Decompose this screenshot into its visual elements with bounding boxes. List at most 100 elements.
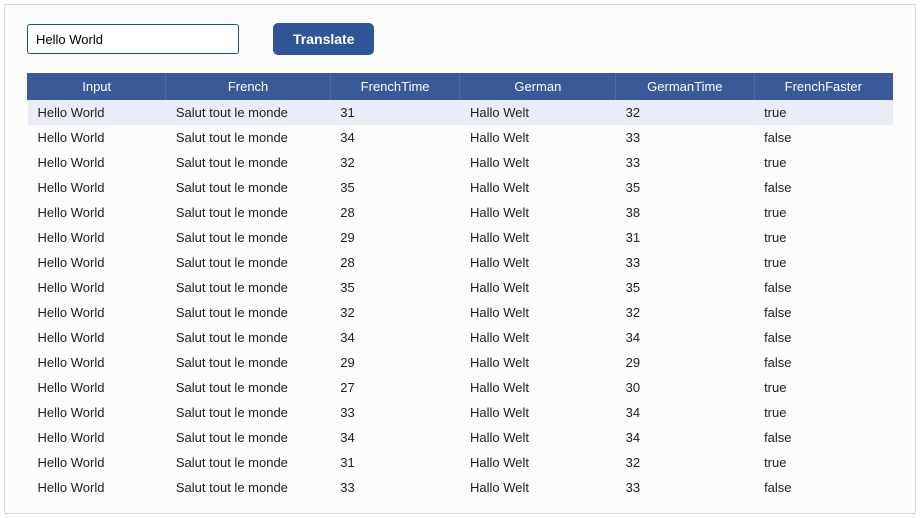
table-cell: Hello World bbox=[28, 425, 166, 450]
table-cell: 34 bbox=[616, 425, 754, 450]
column-header[interactable]: German bbox=[460, 73, 616, 100]
table-cell: Hello World bbox=[28, 100, 166, 125]
table-cell: 35 bbox=[616, 175, 754, 200]
table-cell: Salut tout le monde bbox=[166, 325, 330, 350]
table-cell: 34 bbox=[616, 400, 754, 425]
toolbar: Translate bbox=[27, 23, 893, 55]
table-cell: Hello World bbox=[28, 125, 166, 150]
table-cell: false bbox=[754, 300, 892, 325]
table-cell: 34 bbox=[330, 425, 460, 450]
table-cell: false bbox=[754, 475, 892, 500]
table-cell: 33 bbox=[616, 475, 754, 500]
table-cell: false bbox=[754, 325, 892, 350]
table-cell: 35 bbox=[330, 275, 460, 300]
table-cell: Hallo Welt bbox=[460, 475, 616, 500]
table-cell: Hallo Welt bbox=[460, 450, 616, 475]
table-cell: 32 bbox=[616, 300, 754, 325]
table-cell: Hallo Welt bbox=[460, 300, 616, 325]
table-cell: 35 bbox=[616, 275, 754, 300]
table-cell: false bbox=[754, 275, 892, 300]
column-header[interactable]: GermanTime bbox=[616, 73, 754, 100]
table-cell: 29 bbox=[330, 225, 460, 250]
table-cell: Salut tout le monde bbox=[166, 400, 330, 425]
table-row[interactable]: Hello WorldSalut tout le monde32Hallo We… bbox=[28, 150, 893, 175]
table-cell: Hello World bbox=[28, 225, 166, 250]
table-cell: 33 bbox=[616, 250, 754, 275]
results-table: InputFrenchFrenchTimeGermanGermanTimeFre… bbox=[27, 73, 893, 500]
table-row[interactable]: Hello WorldSalut tout le monde34Hallo We… bbox=[28, 125, 893, 150]
table-row[interactable]: Hello WorldSalut tout le monde33Hallo We… bbox=[28, 475, 893, 500]
table-cell: Salut tout le monde bbox=[166, 175, 330, 200]
table-row[interactable]: Hello WorldSalut tout le monde35Hallo We… bbox=[28, 175, 893, 200]
table-cell: 33 bbox=[616, 125, 754, 150]
table-row[interactable]: Hello WorldSalut tout le monde29Hallo We… bbox=[28, 350, 893, 375]
table-cell: Hallo Welt bbox=[460, 200, 616, 225]
table-row[interactable]: Hello WorldSalut tout le monde27Hallo We… bbox=[28, 375, 893, 400]
table-cell: Hallo Welt bbox=[460, 425, 616, 450]
table-cell: Hello World bbox=[28, 325, 166, 350]
table-cell: Hello World bbox=[28, 450, 166, 475]
table-cell: 31 bbox=[330, 100, 460, 125]
column-header[interactable]: FrenchTime bbox=[330, 73, 460, 100]
table-cell: Salut tout le monde bbox=[166, 275, 330, 300]
table-cell: Salut tout le monde bbox=[166, 300, 330, 325]
table-cell: 30 bbox=[616, 375, 754, 400]
table-cell: 32 bbox=[616, 450, 754, 475]
table-cell: Salut tout le monde bbox=[166, 250, 330, 275]
table-cell: 33 bbox=[330, 400, 460, 425]
table-cell: Hello World bbox=[28, 475, 166, 500]
table-row[interactable]: Hello WorldSalut tout le monde29Hallo We… bbox=[28, 225, 893, 250]
table-cell: 33 bbox=[616, 150, 754, 175]
table-cell: true bbox=[754, 225, 892, 250]
table-row[interactable]: Hello WorldSalut tout le monde34Hallo We… bbox=[28, 325, 893, 350]
table-cell: Hello World bbox=[28, 375, 166, 400]
table-cell: 34 bbox=[330, 125, 460, 150]
table-cell: Hello World bbox=[28, 150, 166, 175]
table-cell: Hallo Welt bbox=[460, 400, 616, 425]
table-row[interactable]: Hello WorldSalut tout le monde31Hallo We… bbox=[28, 100, 893, 125]
table-cell: 34 bbox=[616, 325, 754, 350]
table-cell: Hello World bbox=[28, 275, 166, 300]
table-cell: 31 bbox=[330, 450, 460, 475]
translate-button[interactable]: Translate bbox=[273, 23, 374, 55]
table-cell: 32 bbox=[330, 150, 460, 175]
table-cell: true bbox=[754, 250, 892, 275]
table-cell: Hallo Welt bbox=[460, 275, 616, 300]
table-cell: Hallo Welt bbox=[460, 350, 616, 375]
table-row[interactable]: Hello WorldSalut tout le monde28Hallo We… bbox=[28, 200, 893, 225]
column-header[interactable]: French bbox=[166, 73, 330, 100]
table-cell: Salut tout le monde bbox=[166, 200, 330, 225]
table-header-row: InputFrenchFrenchTimeGermanGermanTimeFre… bbox=[28, 73, 893, 100]
table-cell: Hello World bbox=[28, 350, 166, 375]
table-cell: 29 bbox=[330, 350, 460, 375]
table-cell: 33 bbox=[330, 475, 460, 500]
table-cell: Hello World bbox=[28, 400, 166, 425]
table-cell: false bbox=[754, 175, 892, 200]
table-cell: true bbox=[754, 375, 892, 400]
table-cell: Hello World bbox=[28, 300, 166, 325]
table-cell: Hello World bbox=[28, 175, 166, 200]
table-row[interactable]: Hello WorldSalut tout le monde34Hallo We… bbox=[28, 425, 893, 450]
table-cell: Hallo Welt bbox=[460, 150, 616, 175]
translate-input[interactable] bbox=[27, 24, 239, 54]
table-row[interactable]: Hello WorldSalut tout le monde33Hallo We… bbox=[28, 400, 893, 425]
table-cell: 28 bbox=[330, 200, 460, 225]
table-row[interactable]: Hello WorldSalut tout le monde35Hallo We… bbox=[28, 275, 893, 300]
table-cell: 32 bbox=[616, 100, 754, 125]
column-header[interactable]: Input bbox=[28, 73, 166, 100]
table-row[interactable]: Hello WorldSalut tout le monde28Hallo We… bbox=[28, 250, 893, 275]
table-cell: Salut tout le monde bbox=[166, 450, 330, 475]
table-row[interactable]: Hello WorldSalut tout le monde32Hallo We… bbox=[28, 300, 893, 325]
app-frame: Translate InputFrenchFrenchTimeGermanGer… bbox=[4, 4, 916, 514]
table-cell: Salut tout le monde bbox=[166, 150, 330, 175]
table-cell: 27 bbox=[330, 375, 460, 400]
table-row[interactable]: Hello WorldSalut tout le monde31Hallo We… bbox=[28, 450, 893, 475]
table-cell: Salut tout le monde bbox=[166, 100, 330, 125]
table-cell: 35 bbox=[330, 175, 460, 200]
table-cell: false bbox=[754, 350, 892, 375]
table-cell: Hallo Welt bbox=[460, 250, 616, 275]
table-cell: 28 bbox=[330, 250, 460, 275]
table-cell: 32 bbox=[330, 300, 460, 325]
table-cell: Salut tout le monde bbox=[166, 125, 330, 150]
column-header[interactable]: FrenchFaster bbox=[754, 73, 892, 100]
